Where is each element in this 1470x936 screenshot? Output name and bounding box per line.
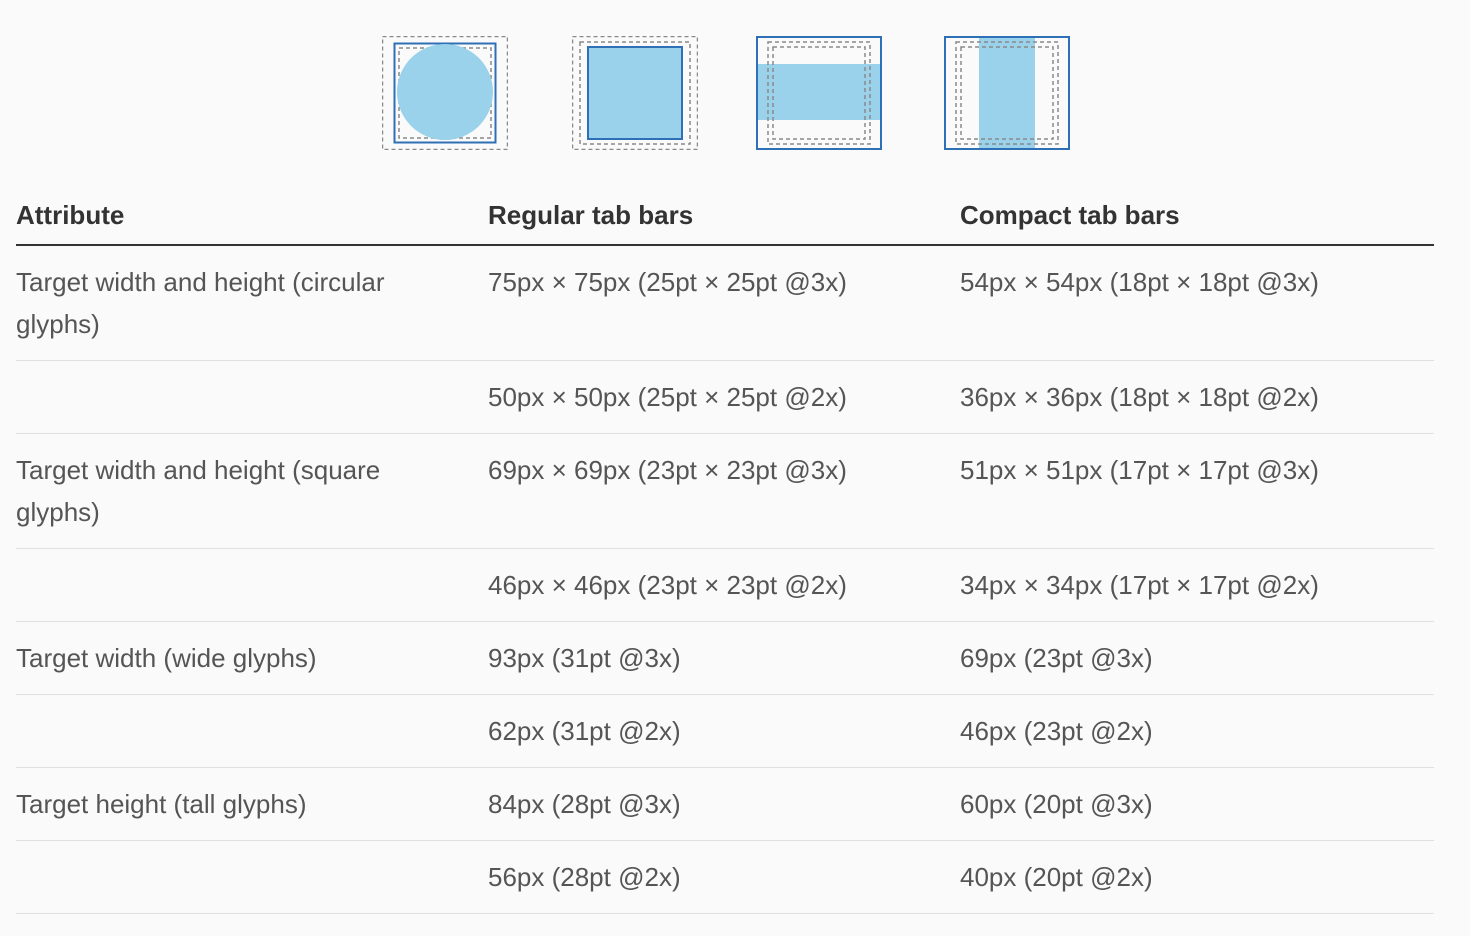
- compact-value-cell: 51px × 51px (17pt × 17pt @3x): [960, 433, 1434, 549]
- regular-value-cell: 84px (28pt @3x): [488, 767, 960, 841]
- table-row: Target height (tall glyphs) 84px (28pt @…: [16, 767, 1434, 841]
- square-target-icon: [572, 36, 698, 150]
- compact-value-cell: 40px (20pt @2x): [960, 840, 1434, 914]
- regular-value-cell: 69px × 69px (23pt × 23pt @3x): [488, 433, 960, 549]
- table-row: 46px × 46px (23pt × 23pt @2x) 34px × 34p…: [16, 548, 1434, 622]
- table-row: Target width and height (square glyphs) …: [16, 433, 1434, 549]
- table-row: Target width and height (circular glyphs…: [16, 245, 1434, 361]
- table-row: 50px × 50px (25pt × 25pt @2x) 36px × 36p…: [16, 360, 1434, 434]
- attribute-cell: [16, 694, 488, 768]
- attribute-cell: [16, 840, 488, 914]
- glyph-illustrations: [0, 0, 1470, 160]
- circular-glyph-diagram: [382, 36, 508, 150]
- compact-value-cell: 36px × 36px (18pt × 18pt @2x): [960, 360, 1434, 434]
- regular-value-cell: 56px (28pt @2x): [488, 840, 960, 914]
- attribute-cell: [16, 548, 488, 622]
- attribute-cell: Target width (wide glyphs): [16, 621, 488, 695]
- tall-glyph-diagram: [944, 36, 1070, 150]
- attribute-cell: [16, 360, 488, 434]
- table-row: 62px (31pt @2x) 46px (23pt @2x): [16, 694, 1434, 768]
- header-compact-tab-bars: Compact tab bars: [960, 192, 1434, 246]
- wide-target-icon: [756, 36, 882, 150]
- compact-value-cell: 69px (23pt @3x): [960, 621, 1434, 695]
- header-regular-tab-bars: Regular tab bars: [488, 192, 960, 246]
- table-row: 56px (28pt @2x) 40px (20pt @2x): [16, 840, 1434, 914]
- square-glyph-diagram: [572, 36, 698, 150]
- regular-value-cell: 93px (31pt @3x): [488, 621, 960, 695]
- regular-value-cell: 75px × 75px (25pt × 25pt @3x): [488, 245, 960, 361]
- regular-value-cell: 46px × 46px (23pt × 23pt @2x): [488, 548, 960, 622]
- tall-target-icon: [944, 36, 1070, 150]
- circle-target-icon: [382, 36, 508, 150]
- header-attribute: Attribute: [16, 192, 488, 246]
- glyph-size-table: Attribute Regular tab bars Compact tab b…: [16, 192, 1434, 914]
- attribute-cell: Target width and height (square glyphs): [16, 433, 488, 549]
- attribute-cell: Target height (tall glyphs): [16, 767, 488, 841]
- compact-value-cell: 54px × 54px (18pt × 18pt @3x): [960, 245, 1434, 361]
- attribute-cell: Target width and height (circular glyphs…: [16, 245, 488, 361]
- compact-value-cell: 34px × 34px (17pt × 17pt @2x): [960, 548, 1434, 622]
- compact-value-cell: 46px (23pt @2x): [960, 694, 1434, 768]
- regular-value-cell: 50px × 50px (25pt × 25pt @2x): [488, 360, 960, 434]
- wide-glyph-diagram: [756, 36, 882, 150]
- regular-value-cell: 62px (31pt @2x): [488, 694, 960, 768]
- table-row: Target width (wide glyphs) 93px (31pt @3…: [16, 621, 1434, 695]
- table-header-row: Attribute Regular tab bars Compact tab b…: [16, 192, 1434, 246]
- compact-value-cell: 60px (20pt @3x): [960, 767, 1434, 841]
